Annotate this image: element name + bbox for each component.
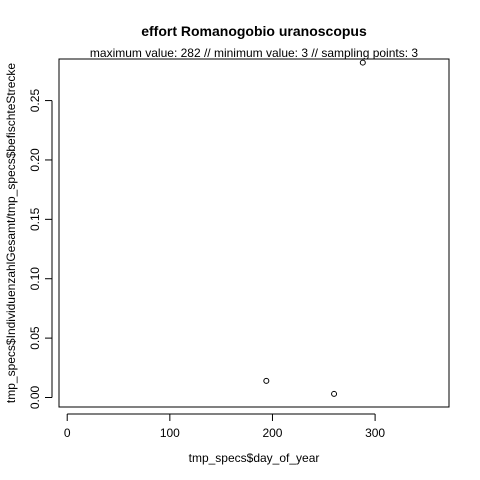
y-axis: 0.00 0.05 0.10 0.15 0.20 0.25 (28, 89, 53, 409)
x-axis: 0 100 200 300 (64, 413, 385, 440)
x-axis-label: tmp_specs$day_of_year (189, 451, 320, 465)
y-tick-label: 0.05 (28, 326, 42, 350)
data-point (331, 390, 338, 397)
x-tick-label: 100 (160, 426, 180, 440)
y-axis-label: tmp_specs$IndividuenzahlGesamt/tmp_specs… (4, 63, 18, 404)
y-tick-label: 0.15 (28, 207, 42, 231)
x-tick-label: 300 (365, 426, 385, 440)
y-tick-label: 0.25 (28, 89, 42, 113)
x-tick-label: 0 (64, 426, 71, 440)
y-tick-label: 0.10 (28, 267, 42, 291)
x-tick-label: 200 (262, 426, 282, 440)
chart-title: effort Romanogobio uranoscopus (141, 23, 367, 39)
data-points (263, 59, 366, 397)
data-point (263, 377, 270, 384)
plot-frame (58, 58, 450, 408)
data-point (359, 59, 366, 66)
y-tick-label: 0.20 (28, 148, 42, 172)
chart-subtitle: maximum value: 282 // minimum value: 3 /… (90, 46, 418, 60)
y-tick-label: 0.00 (28, 385, 42, 409)
